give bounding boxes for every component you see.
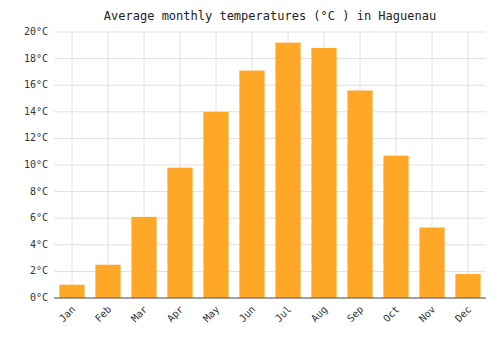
x-tick-label: Jun	[237, 304, 258, 325]
bar	[239, 71, 264, 298]
y-tick-label: 20°C	[24, 26, 48, 37]
x-axis: Jan Feb Mar Apr May Jun Jul Aug Sep Oct Nov Dec	[57, 304, 474, 325]
x-tick-label: Jul	[273, 304, 294, 325]
bar	[311, 48, 336, 298]
x-tick-label: Aug	[309, 304, 330, 325]
x-tick-label: Dec	[453, 304, 474, 325]
bar	[95, 265, 120, 298]
y-grid-line	[54, 32, 486, 33]
bar	[131, 217, 156, 298]
x-grid-line	[108, 32, 109, 298]
y-tick-label: 8°C	[30, 186, 48, 197]
x-tick-label: Apr	[165, 304, 186, 325]
title: Average monthly temperatures (°C ) in Ha…	[104, 9, 436, 23]
y-grid-line	[54, 58, 486, 59]
x-grid-line	[468, 32, 469, 298]
bar	[455, 274, 480, 298]
bar	[203, 112, 228, 298]
y-tick-label: 18°C	[24, 53, 48, 64]
y-grid-line	[54, 111, 486, 112]
y-tick-label: 0°C	[30, 292, 48, 303]
y-grid-line	[54, 218, 486, 219]
bars	[59, 43, 480, 298]
y-grid-line	[54, 85, 486, 86]
x-tick-label: May	[201, 304, 222, 325]
x-tick-label: Nov	[417, 304, 438, 325]
y-axis: 0°C 2°C 4°C 6°C 8°C 10°C 12°C 14°C 16°C 18°C 20°C	[24, 26, 48, 303]
x-tick-label: Oct	[381, 304, 402, 325]
chart: 0°C 2°C 4°C 6°C 8°C 10°C 12°C 14°C 16°C 18°C 20°C J…	[0, 0, 500, 350]
y-grid-line	[54, 165, 486, 166]
y-tick-label: 16°C	[24, 79, 48, 90]
y-tick-label: 12°C	[24, 132, 48, 143]
y-grid-line	[54, 298, 486, 299]
y-tick-label: 6°C	[30, 212, 48, 223]
y-tick-label: 14°C	[24, 106, 48, 117]
x-tick-label: Feb	[93, 304, 114, 325]
y-grid-line	[54, 191, 486, 192]
bar	[59, 285, 84, 298]
bar	[347, 91, 372, 298]
x-grid-line	[72, 32, 73, 298]
y-tick-label: 10°C	[24, 159, 48, 170]
bar	[383, 156, 408, 298]
y-grid-line	[54, 138, 486, 139]
bar	[167, 168, 192, 298]
bar	[419, 228, 444, 298]
x-tick-label: Sep	[345, 304, 366, 325]
x-axis-line	[54, 298, 486, 299]
grid	[54, 32, 486, 298]
x-tick-label: Jan	[57, 304, 78, 325]
y-tick-label: 4°C	[30, 239, 48, 250]
bar	[275, 43, 300, 298]
x-tick-label: Mar	[129, 304, 150, 325]
y-tick-label: 2°C	[30, 265, 48, 276]
